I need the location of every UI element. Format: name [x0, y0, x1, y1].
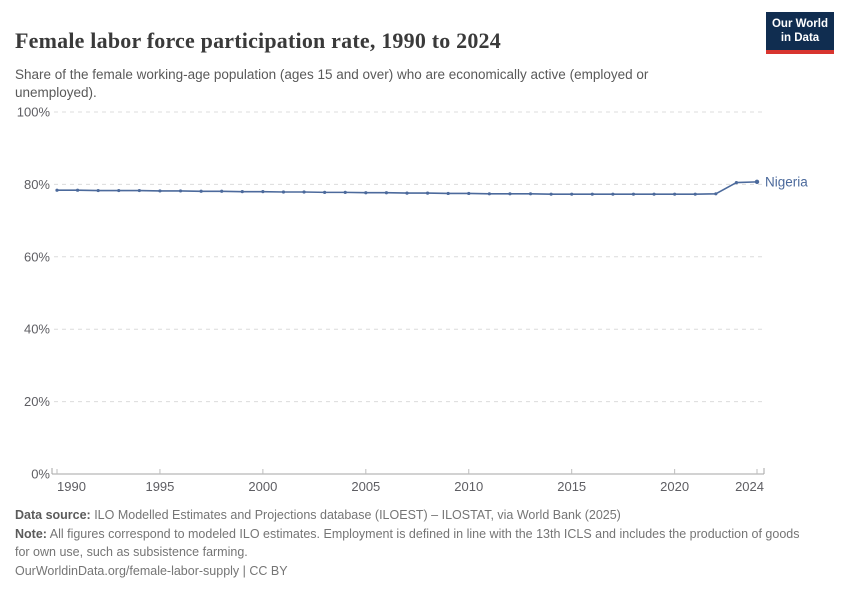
- data-point[interactable]: [96, 188, 100, 193]
- note-label: Note:: [15, 526, 47, 541]
- data-point[interactable]: [754, 179, 760, 185]
- data-point[interactable]: [178, 189, 183, 193]
- data-point[interactable]: [343, 190, 347, 194]
- citation-line: OurWorldinData.org/female-labor-supply |…: [15, 563, 288, 578]
- data-point[interactable]: [405, 191, 409, 195]
- data-point[interactable]: [714, 192, 718, 196]
- note-text: All figures correspond to modeled ILO es…: [15, 526, 800, 560]
- y-tick-label: 60%: [24, 249, 50, 264]
- owid-logo-line1: Our World: [771, 18, 828, 30]
- data-point[interactable]: [158, 189, 162, 193]
- series-nigeria[interactable]: Nigeria: [55, 174, 808, 196]
- data-point[interactable]: [446, 191, 450, 196]
- series-end-label: Nigeria: [765, 174, 808, 189]
- chart-svg[interactable]: 0% 20% 40% 60% 80% 100% 1990 1995 2000 2005 2010 20…: [0, 95, 850, 500]
- data-point[interactable]: [528, 192, 533, 196]
- data-point[interactable]: [508, 192, 512, 196]
- page-title: Female labor force participation rate, 1…: [15, 27, 501, 53]
- y-tick-label: 100%: [17, 105, 51, 120]
- data-point[interactable]: [199, 189, 203, 193]
- data-point[interactable]: [364, 191, 368, 195]
- data-point[interactable]: [549, 192, 553, 196]
- x-tick-label: 2000: [248, 479, 277, 494]
- data-point[interactable]: [384, 191, 389, 195]
- data-point[interactable]: [425, 191, 430, 195]
- data-source-text: ILO Modelled Estimates and Projections d…: [90, 508, 621, 522]
- data-point[interactable]: [302, 190, 306, 194]
- x-tick-label: 2010: [454, 479, 483, 494]
- data-point[interactable]: [673, 192, 677, 196]
- data-point[interactable]: [487, 192, 491, 196]
- data-point[interactable]: [281, 190, 286, 194]
- x-tick-label: 1990: [57, 479, 86, 494]
- data-point[interactable]: [734, 180, 739, 185]
- x-tick-label: 2024: [735, 479, 764, 494]
- x-tick-label: 2020: [660, 479, 689, 494]
- x-tick-label: 1995: [145, 479, 174, 494]
- data-source-label: Data source:: [15, 508, 91, 522]
- data-point[interactable]: [631, 192, 636, 196]
- y-tick-label: 80%: [24, 177, 50, 192]
- data-point[interactable]: [693, 192, 697, 196]
- data-point[interactable]: [323, 190, 327, 194]
- y-tick-label: 0%: [31, 467, 50, 482]
- data-point[interactable]: [117, 188, 121, 193]
- data-point[interactable]: [55, 188, 59, 192]
- chart-footer: Data source: ILO Modelled Estimates and …: [15, 506, 807, 580]
- data-point[interactable]: [261, 190, 265, 194]
- chart-subtitle: Share of the female working-age populati…: [15, 66, 649, 101]
- data-point[interactable]: [467, 191, 471, 196]
- x-tick-label: 2015: [557, 479, 586, 494]
- data-point[interactable]: [611, 192, 615, 196]
- data-source-line: Data source: ILO Modelled Estimates and …: [15, 506, 807, 525]
- data-point[interactable]: [220, 189, 224, 193]
- note-line: Note: All figures correspond to modeled …: [15, 525, 807, 562]
- data-point[interactable]: [75, 188, 80, 192]
- data-point[interactable]: [590, 192, 594, 196]
- data-point[interactable]: [240, 190, 244, 194]
- data-point[interactable]: [137, 188, 141, 193]
- x-tick-label: 2005: [351, 479, 380, 494]
- data-point[interactable]: [570, 192, 574, 196]
- owid-logo: Our World in Data: [766, 12, 834, 54]
- owid-logo-line2: in Data: [780, 31, 820, 44]
- y-tick-label: 40%: [24, 322, 50, 337]
- y-tick-label: 20%: [24, 394, 50, 409]
- data-point[interactable]: [652, 192, 656, 196]
